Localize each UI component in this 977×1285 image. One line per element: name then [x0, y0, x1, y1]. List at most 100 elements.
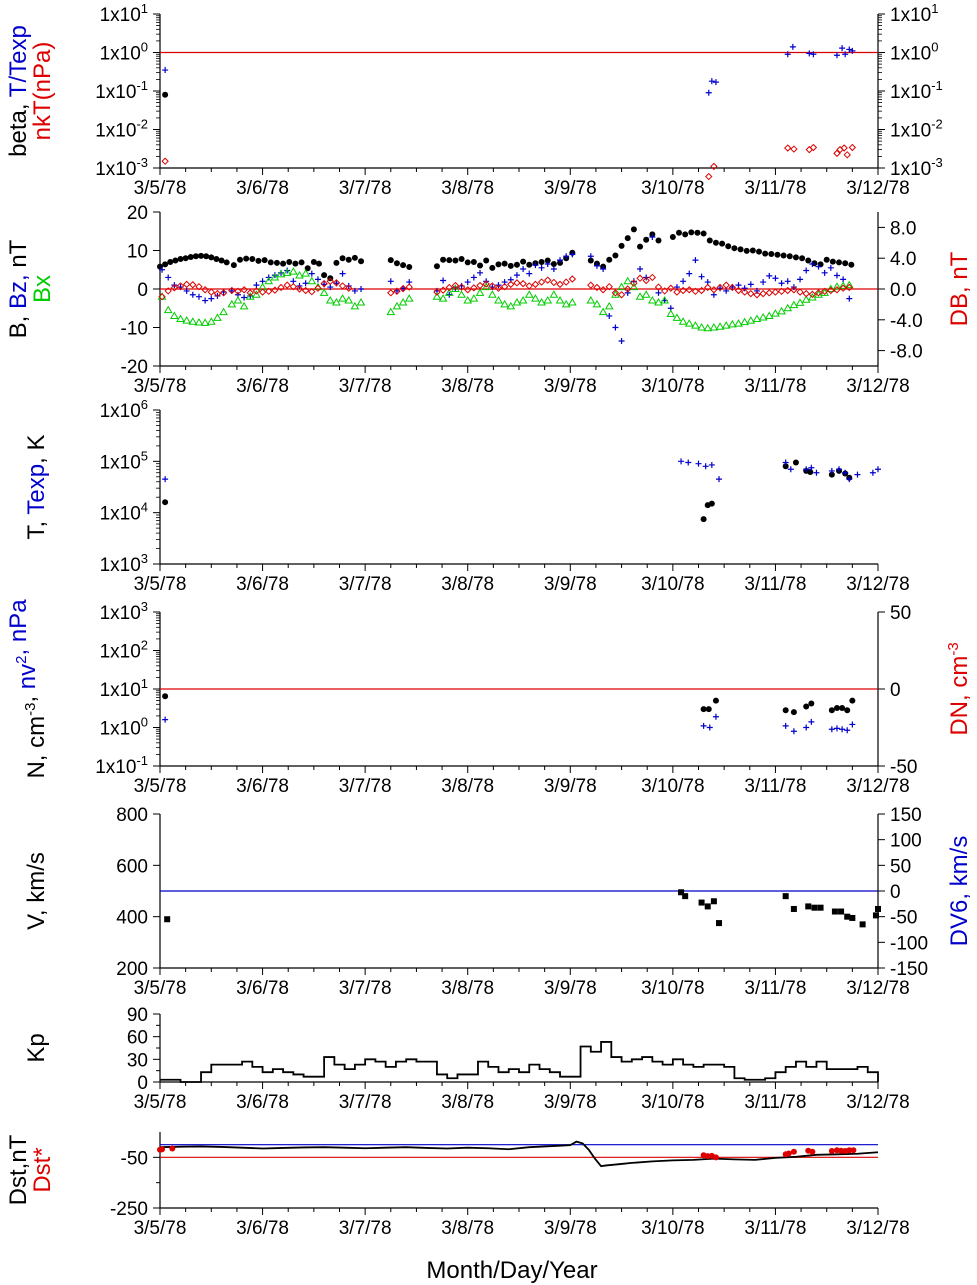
data-point [710, 286, 718, 294]
data-point [849, 697, 856, 704]
data-point [705, 706, 712, 713]
x-tick-label: 3/6/78 [236, 574, 289, 595]
data-point [805, 257, 812, 264]
data-point [808, 718, 815, 725]
data-point [182, 280, 191, 289]
data-point [298, 259, 305, 266]
data-point [691, 321, 700, 329]
data-point [759, 289, 767, 298]
tick-base: 1x10 [100, 452, 141, 473]
data-point [636, 274, 644, 282]
data-point [797, 276, 804, 283]
y-axis-title: B, Bz, nT [5, 239, 32, 338]
data-point [753, 287, 760, 294]
data-point [158, 292, 166, 301]
data-point [228, 286, 236, 295]
right-y-tick-label: -150 [890, 959, 928, 980]
tick-exponent: -1 [136, 78, 148, 93]
x-tick-label: 3/11/78 [744, 574, 806, 595]
data-point [832, 282, 842, 290]
x-tick-label: 3/7/78 [339, 776, 392, 797]
data-point [587, 253, 594, 260]
data-point [624, 289, 631, 296]
data-point [700, 230, 707, 237]
data-point [277, 283, 285, 292]
data-point [405, 283, 413, 291]
tick-base: 1x10 [100, 44, 141, 65]
y-axis-title: Bx [29, 275, 56, 303]
right-y-tick-label: 1x10-2 [890, 117, 943, 142]
data-point [875, 466, 881, 473]
data-point [339, 255, 346, 262]
data-point [807, 468, 814, 475]
data-point [304, 265, 311, 272]
data-point [223, 259, 230, 266]
data-point [192, 253, 199, 260]
data-point [458, 255, 465, 262]
right-y-tick-label: 1x10-1 [890, 78, 943, 103]
data-point [592, 299, 602, 308]
data-point [839, 284, 847, 292]
data-point [848, 261, 855, 268]
data-point [705, 89, 712, 96]
data-point [844, 280, 854, 289]
data-point [182, 316, 192, 324]
y-axis-title: Kp [23, 1033, 50, 1062]
data-point [716, 920, 723, 927]
data-point [387, 278, 394, 285]
tick-base: 1x10 [100, 401, 141, 422]
data-point [783, 303, 793, 312]
y-tick-label: 1x10-1 [95, 753, 148, 778]
data-point [326, 277, 334, 286]
data-point [836, 466, 843, 473]
data-point [314, 284, 322, 292]
data-point [265, 287, 273, 296]
tick-exponent: -3 [931, 155, 943, 170]
data-point [526, 261, 533, 268]
data-point [618, 337, 625, 344]
data-point [469, 294, 479, 302]
data-point [271, 286, 279, 294]
data-point [678, 317, 688, 325]
data-point [815, 263, 822, 270]
tick-exponent: 1 [141, 676, 148, 691]
data-point [398, 297, 408, 306]
x-tick-label: 3/10/78 [641, 1218, 704, 1239]
data-point [159, 266, 166, 273]
data-point [637, 243, 644, 250]
x-tick-label: 3/7/78 [339, 376, 392, 397]
data-point [239, 301, 249, 310]
y-axis-title: nkT(nPa) [29, 42, 56, 141]
data-point [393, 260, 400, 267]
data-point [512, 297, 522, 306]
data-point [803, 267, 810, 274]
tick-exponent: -2 [136, 117, 148, 132]
x-tick-label: 3/9/78 [544, 1218, 597, 1239]
data-point [820, 287, 829, 296]
data-point [538, 264, 545, 271]
data-point [805, 145, 813, 154]
tick-exponent: 4 [141, 500, 148, 515]
data-point [709, 323, 719, 331]
data-point [838, 281, 848, 289]
data-point [237, 256, 244, 263]
x-tick-label: 3/5/78 [134, 1092, 187, 1113]
data-point [604, 301, 614, 310]
data-point [660, 287, 669, 295]
data-point [712, 697, 719, 704]
data-point [705, 172, 713, 181]
y-axis-title: Dst,nT [5, 1134, 32, 1205]
data-point [679, 286, 687, 295]
right-y-tick-label: 50 [890, 856, 911, 877]
data-point [189, 291, 196, 298]
data-point [655, 237, 662, 244]
data-point [624, 285, 632, 293]
data-point [845, 283, 853, 292]
series-temperature-0 [162, 459, 853, 523]
x-tick-label: 3/9/78 [544, 1092, 597, 1113]
x-tick-label: 3/9/78 [544, 376, 597, 397]
data-point [875, 905, 881, 912]
panel-velocity: 3/5/78 3/6/78 3/7/78 3/8/78 3/9/78 3/10/78 3/1… [23, 805, 973, 999]
data-point [301, 269, 311, 277]
data-point [333, 259, 340, 266]
